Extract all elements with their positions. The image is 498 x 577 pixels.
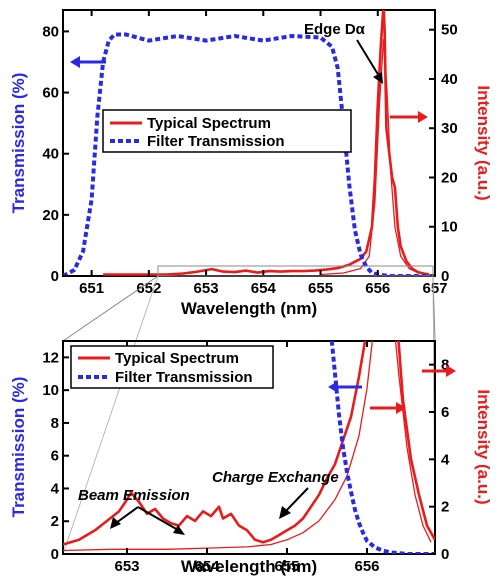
bottom-right-axis-arrow	[370, 365, 456, 414]
top-y-left-tick-label: 20	[42, 207, 59, 224]
bottom-y-right-tick-label: 8	[441, 357, 449, 374]
top-x-tick-label: 654	[251, 280, 277, 297]
top-series-layer	[63, 10, 435, 276]
top-y-right-tick-label: 50	[441, 22, 458, 39]
top-x-tick-label: 651	[79, 280, 104, 297]
bottom-y-left-tick-label: 0	[51, 546, 59, 563]
top-x-tick-label: 657	[422, 280, 447, 297]
bottom-y-left-title: Transmission (%)	[9, 377, 28, 518]
top-series-line-0	[103, 10, 430, 276]
top-x-tick-label: 653	[194, 280, 219, 297]
top-y-right-tick-label: 40	[441, 71, 458, 88]
bottom-plot-frame	[62, 340, 436, 555]
bottom-left-axis-arrow	[328, 381, 362, 393]
bottom-series-line-1	[63, 341, 432, 552]
bottom-x-tick-label: 656	[354, 558, 379, 575]
zoom-connector-left-bottom	[62, 275, 159, 555]
top-y-left-tick-label: 40	[42, 146, 59, 163]
top-annotation-edge-dalpha: Edge Dα	[304, 21, 366, 38]
top-y-right-tick-label: 20	[441, 169, 458, 186]
bottom-chart: 653 654 655 656 0 2 4 6 8 10 12 0 2 4 6 8 Wavelength (n…	[9, 340, 493, 576]
top-legend-box	[102, 109, 352, 153]
top-series-line-1	[320, 38, 427, 276]
top-legend-label-spectrum: Typical Spectrum	[147, 115, 271, 132]
bottom-y-right-tick-label: 0	[441, 546, 449, 563]
bottom-series-layer	[63, 341, 435, 554]
top-y-right-tick-label: 10	[441, 219, 458, 236]
bottom-annotation-charge-exchange: Charge Exchange	[212, 469, 339, 486]
top-legend: Typical Spectrum Filter Transmission	[102, 109, 352, 153]
bottom-legend-label-filter: Filter Transmission	[115, 369, 253, 386]
top-x-axis-title: Wavelength (nm)	[181, 299, 317, 318]
bottom-x-tick-label: 655	[274, 558, 299, 575]
bottom-y-left-tick-label: 2	[51, 513, 59, 530]
zoom-connector-left	[62, 275, 159, 342]
bottom-x-tick-label: 653	[114, 558, 139, 575]
bottom-annotation-beam-emission: Beam Emission	[78, 487, 190, 504]
bottom-y-left-tick-label: 4	[51, 480, 60, 497]
bottom-legend-box	[70, 345, 274, 389]
bottom-y-left-tick-label: 8	[51, 415, 59, 432]
bottom-annotation-be-arrows	[110, 506, 185, 535]
top-y-left-tick-label: 60	[42, 85, 59, 102]
top-series-line-2	[63, 32, 435, 276]
top-y-right-tick-label: 30	[441, 120, 458, 137]
bottom-x-axis-title: Wavelength (nm)	[181, 557, 317, 576]
top-y-right-title: Intensity (a.u.)	[474, 85, 493, 200]
top-right-axis-arrow	[390, 111, 428, 123]
bottom-ticks-layer: 653 654 655 656 0 2 4 6 8 10 12 0 2 4 6 8	[42, 341, 450, 575]
bottom-legend: Typical Spectrum Filter Transmission	[70, 345, 274, 389]
bottom-y-right-tick-label: 2	[441, 499, 449, 516]
bottom-y-right-title: Intensity (a.u.)	[474, 389, 493, 504]
bottom-annotation-cx-arrow	[279, 487, 309, 519]
bottom-legend-label-spectrum: Typical Spectrum	[115, 350, 239, 367]
bottom-y-left-tick-label: 12	[42, 349, 59, 366]
top-y-left-title: Transmission (%)	[9, 73, 28, 214]
bottom-series-line-2	[329, 341, 435, 554]
top-chart: 651 652 653 654 655 656 6570204060800102030405…	[9, 9, 493, 318]
top-annotation-arrow	[356, 39, 383, 84]
top-y-right-tick-label: 0	[441, 268, 449, 285]
bottom-x-tick-label: 654	[194, 558, 220, 575]
top-y-left-tick-label: 0	[51, 268, 59, 285]
top-left-axis-arrow	[70, 56, 106, 68]
bottom-y-right-tick-label: 6	[441, 404, 449, 421]
zoom-region-box	[157, 265, 434, 277]
bottom-y-right-tick-label: 4	[441, 451, 450, 468]
top-x-tick-label: 656	[365, 280, 390, 297]
top-legend-label-filter: Filter Transmission	[147, 133, 285, 150]
top-x-tick-label: 655	[308, 280, 333, 297]
top-y-left-tick-label: 80	[42, 23, 59, 40]
bottom-series-line-0	[63, 341, 435, 546]
bottom-y-left-tick-label: 10	[42, 382, 59, 399]
bottom-y-left-tick-label: 6	[51, 448, 59, 465]
